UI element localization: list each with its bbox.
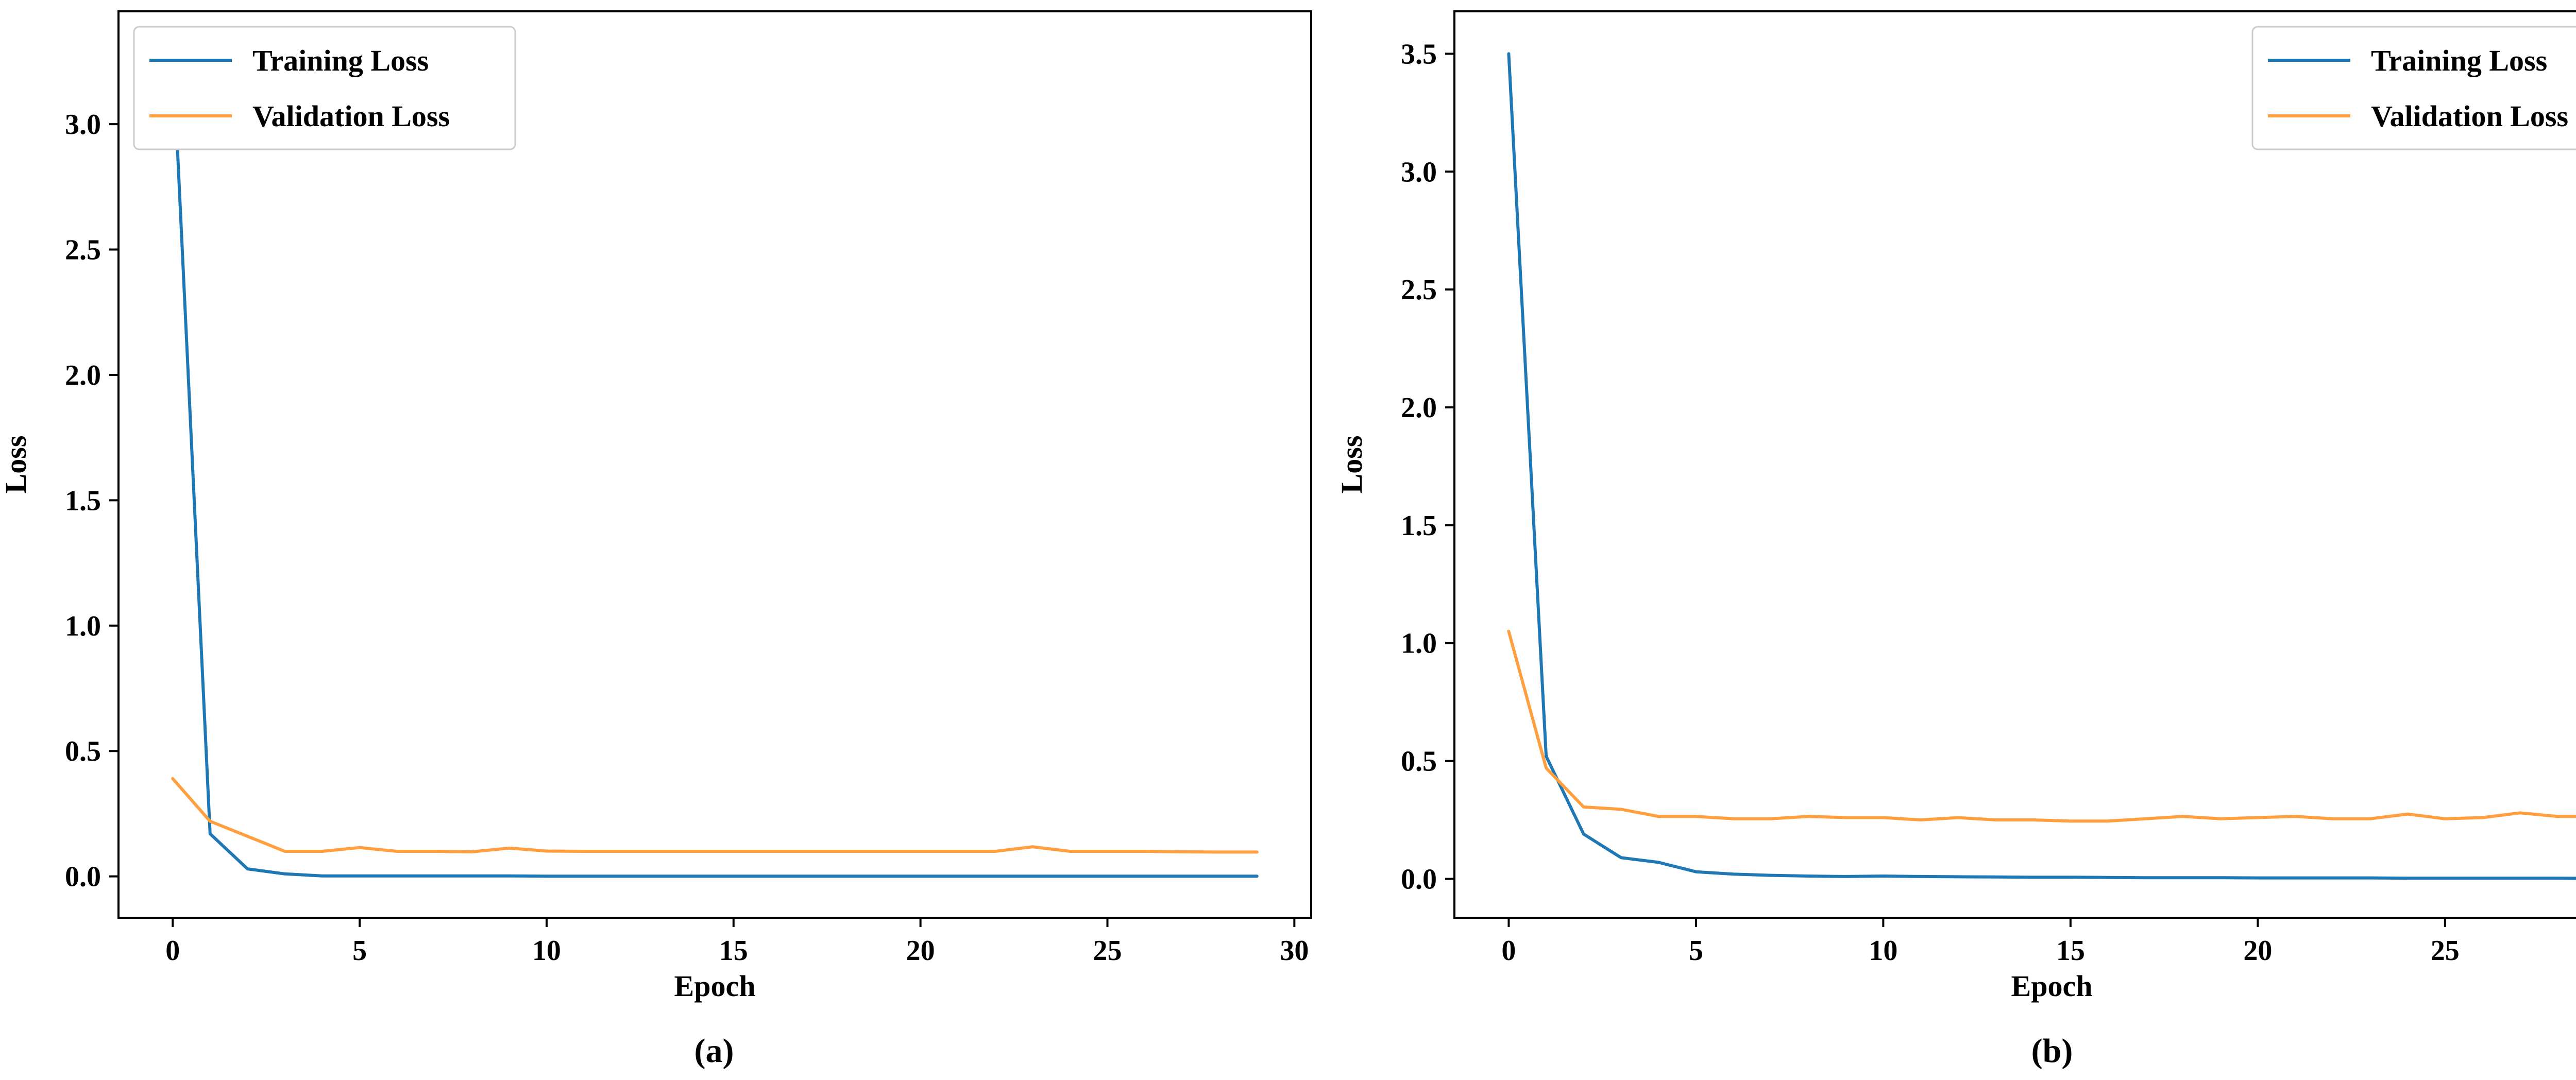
y-tick-label: 2.0 <box>65 359 101 391</box>
y-tick-label: 2.0 <box>1401 392 1437 424</box>
y-tick-label: 3.5 <box>1401 38 1437 70</box>
y-tick-label: 0.0 <box>65 861 101 893</box>
y-tick-label: 3.0 <box>1401 156 1437 188</box>
y-axis-label: Loss <box>1335 436 1368 494</box>
chart-panel-b: 0510152025300.00.51.01.52.02.53.03.5Epoc… <box>1335 10 2576 1070</box>
y-tick-label: 0.5 <box>65 735 101 767</box>
legend-label: Validation Loss <box>2371 99 2568 133</box>
y-tick-label: 2.5 <box>65 234 101 266</box>
series-line-training-loss <box>1507 52 2576 880</box>
x-tick-label: 0 <box>165 935 180 967</box>
legend-box <box>2251 26 2576 150</box>
y-tick-label: 3.0 <box>65 109 101 141</box>
legend-label: Validation Loss <box>252 99 450 133</box>
y-axis-label: Loss <box>0 436 32 494</box>
panel-label: (a) <box>694 1032 734 1070</box>
plot-frame <box>117 10 1312 919</box>
panel-label: (b) <box>2031 1032 2073 1070</box>
y-tick-label: 1.0 <box>65 610 101 642</box>
series-line-validation-loss <box>1507 629 2576 823</box>
plot-frame <box>1453 10 2576 919</box>
x-axis-label: Epoch <box>674 969 756 1003</box>
x-tick-label: 15 <box>2056 935 2085 967</box>
x-tick-label: 20 <box>2243 935 2272 967</box>
x-tick-label: 25 <box>2431 935 2460 967</box>
x-tick-label: 10 <box>532 935 561 967</box>
y-tick-label: 0.0 <box>1401 863 1437 895</box>
x-axis-label: Epoch <box>2011 969 2093 1003</box>
chart-panel-a: 0 5 10 15 20 25 30 0.0 0.5 1.0 1.5 2.0 2.5 3.0 Epoch Lo… <box>0 10 1312 1070</box>
x-tick-label: 10 <box>1869 935 1897 967</box>
x-tick-label: 20 <box>906 935 935 967</box>
legend: Training Loss Validation Loss <box>133 26 516 150</box>
y-tick-label: 2.5 <box>1401 274 1437 306</box>
x-tick-label: 5 <box>352 935 367 967</box>
legend-label: Training Loss <box>252 44 429 77</box>
x-tick-label: 15 <box>719 935 748 967</box>
x-tick-label: 5 <box>1689 935 1703 967</box>
series-line-training-loss <box>171 47 1259 878</box>
y-tick-label: 1.5 <box>65 485 101 517</box>
legend-label: Training Loss <box>2371 44 2547 77</box>
series-line-validation-loss <box>171 777 1259 854</box>
legend: Training Loss Validation Loss <box>2251 26 2576 150</box>
y-tick-label: 0.5 <box>1401 746 1437 778</box>
legend-box <box>133 26 516 150</box>
y-tick-label: 1.0 <box>1401 628 1437 660</box>
x-tick-label: 25 <box>1093 935 1122 967</box>
y-tick-label: 1.5 <box>1401 510 1437 542</box>
x-tick-label: 0 <box>1501 935 1516 967</box>
x-tick-label: 30 <box>1280 935 1309 967</box>
